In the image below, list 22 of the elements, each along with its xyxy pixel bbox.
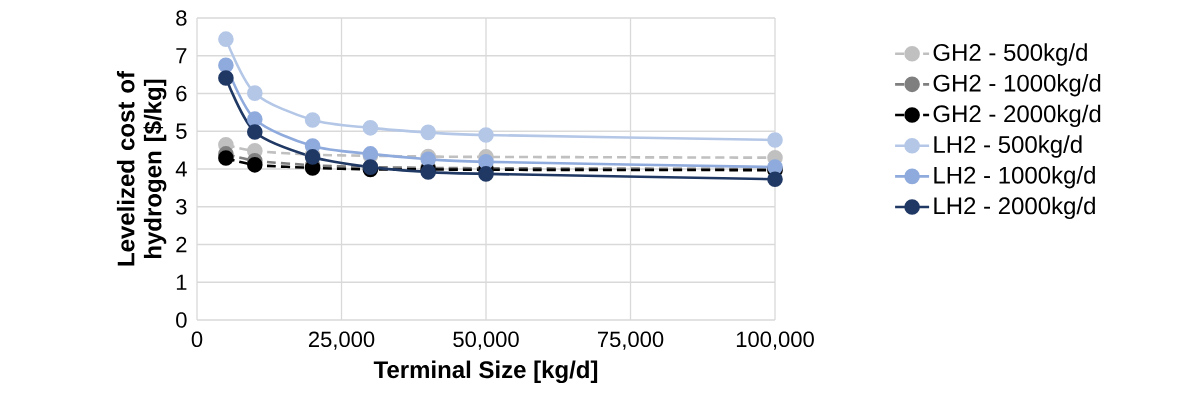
legend-label: GH2 - 500kg/d xyxy=(933,43,1087,66)
y-tick-label: 4 xyxy=(175,161,187,177)
y-tick-label: 5 xyxy=(176,123,187,139)
x-tick-label: 100,000 xyxy=(736,331,814,350)
x-tick-label: 50,000 xyxy=(453,331,519,350)
y-axis-title: Levelized cost of hydrogen [$/kg] xyxy=(116,70,167,266)
y-tick-label: 6 xyxy=(176,85,187,102)
y-tick-label: 7 xyxy=(176,48,187,64)
y-tick-label: 0 xyxy=(176,312,187,328)
y-tick-label: 1 xyxy=(176,274,187,290)
y-tick-label: 8 xyxy=(176,10,187,26)
y-tick-label: 2 xyxy=(176,236,187,253)
x-tick-label: 75,000 xyxy=(597,331,664,350)
x-tick-label: 25,000 xyxy=(308,331,375,350)
legend-label: LH2 - 1000kg/d xyxy=(934,166,1095,189)
legend-label: GH2 - 1000kg/d xyxy=(933,74,1101,97)
x-tick-label: 0 xyxy=(191,331,203,348)
x-axis-title: Terminal Size [kg/d] xyxy=(373,360,598,384)
legend-label: LH2 - 2000kg/d xyxy=(934,196,1095,220)
legend-label: LH2 - 500kg/d xyxy=(934,135,1082,158)
legend-label: GH2 - 2000kg/d xyxy=(933,104,1101,128)
y-tick-label: 3 xyxy=(176,198,187,215)
